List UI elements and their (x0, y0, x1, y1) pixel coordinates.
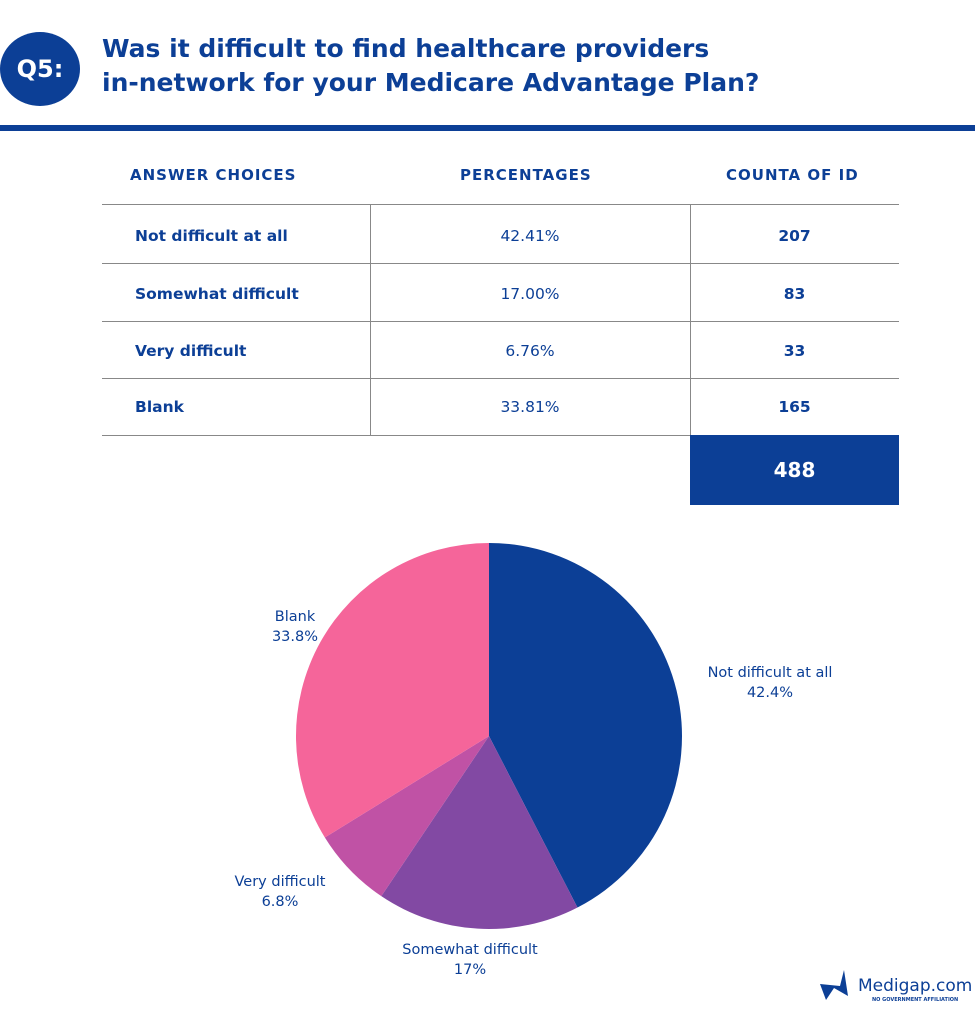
label-very-difficult: Very difficult 6.8% (234, 874, 326, 910)
cell-percentage: 6.76% (505, 342, 555, 360)
label-blank: Blank 33.8% (271, 609, 319, 645)
table-line (102, 204, 899, 205)
pie-slice-very-difficult (324, 736, 489, 897)
page-title: Was it difficult to find healthcare prov… (102, 32, 759, 100)
header-count: COUNTA OF ID (726, 166, 859, 184)
total-count: 488 (690, 435, 899, 505)
question-badge: Q5: (0, 32, 80, 106)
pie-slice-blank (295, 543, 489, 838)
cell-count: 165 (778, 398, 811, 416)
title-line-1: Was it difficult to find healthcare prov… (102, 34, 710, 63)
table-line (102, 263, 899, 264)
table-line (102, 378, 899, 379)
header-divider (0, 125, 975, 131)
title-line-2: in-network for your Medicare Advantage P… (102, 68, 760, 97)
label-somewhat-difficult: Somewhat difficult 17% (402, 942, 538, 978)
pie-slice-somewhat-difficult (381, 736, 578, 929)
header-percentages: PERCENTAGES (460, 166, 592, 184)
pie-slice-not-difficult-at-all (489, 543, 682, 908)
table-line (690, 204, 691, 435)
cell-percentage: 17.00% (500, 285, 560, 303)
cell-percentage: 42.41% (500, 227, 560, 245)
star-logo-icon (820, 970, 848, 1000)
cell-answer: Not difficult at all (135, 227, 288, 245)
cell-percentage: 33.81% (500, 398, 560, 416)
table-line (102, 321, 899, 322)
cell-count: 83 (783, 285, 806, 303)
cell-answer: Somewhat difficult (135, 285, 299, 303)
cell-count: 207 (778, 227, 811, 245)
cell-count: 33 (783, 342, 806, 360)
label-not-difficult: Not difficult at all 42.4% (707, 665, 833, 701)
table-line (370, 204, 371, 435)
cell-answer: Very difficult (135, 342, 247, 360)
cell-answer: Blank (135, 398, 184, 416)
table-line (102, 435, 899, 436)
header-answer-choices: ANSWER CHOICES (130, 166, 297, 184)
